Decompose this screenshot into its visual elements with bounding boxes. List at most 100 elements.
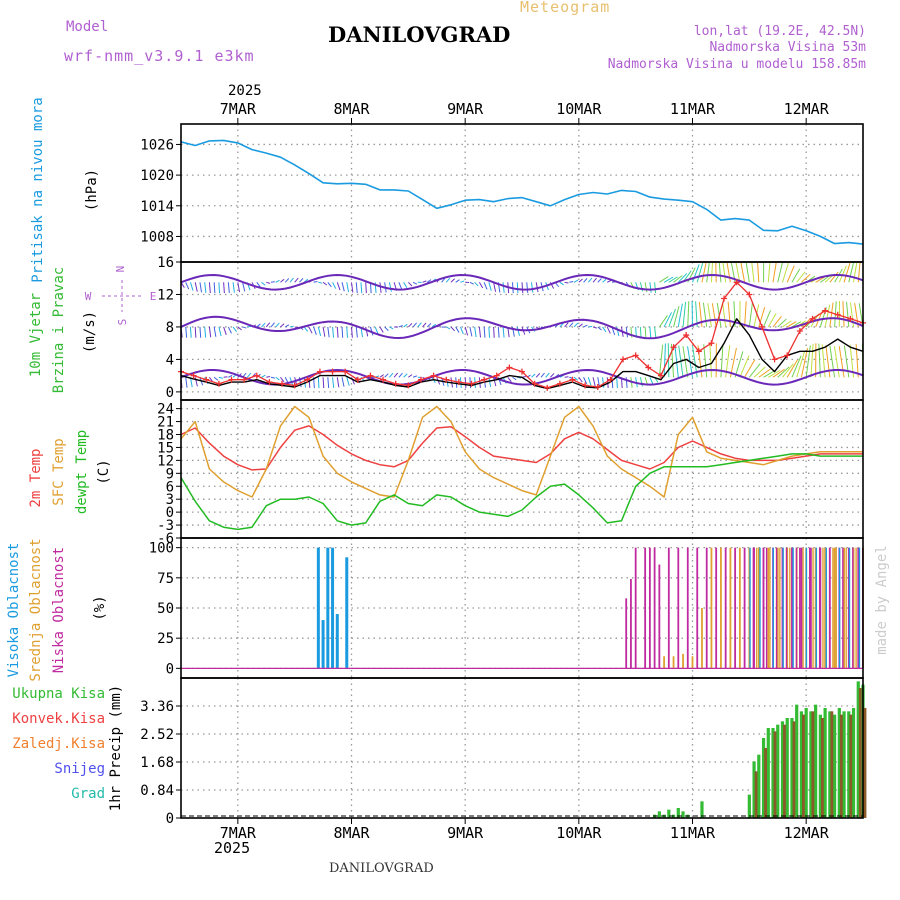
wind-vector [247, 325, 252, 328]
precip-conv-bar [773, 731, 777, 818]
precip-total-bar [667, 809, 671, 818]
wind-vector [842, 301, 845, 327]
time-label-bottom: 11MAR [670, 824, 716, 842]
wind-vector [265, 322, 271, 328]
wind-vector [592, 326, 598, 329]
wind-vector [189, 282, 194, 291]
cloud-bar [845, 547, 847, 669]
wind-vector [707, 303, 712, 328]
pressure-unit: (hPa) [84, 169, 100, 211]
y-tick-label: 12 [157, 453, 174, 469]
wind-vector [516, 326, 521, 336]
wind-vector [422, 322, 427, 328]
panel-frame-temperature [180, 399, 864, 539]
wind-max-marker [695, 348, 702, 355]
wind-vector [384, 326, 389, 331]
cloud-bar [752, 547, 755, 669]
wind-vector [782, 262, 789, 283]
wind-vector [346, 282, 350, 293]
wind-max-marker [367, 372, 374, 379]
cloud-bar [762, 547, 764, 669]
wind-vector [758, 307, 766, 328]
wind-vector [786, 321, 797, 328]
y-tick-label: 9 [166, 466, 174, 482]
cloud-bar [843, 547, 845, 669]
time-label-top: 11MAR [670, 100, 716, 118]
cloud-bar [682, 653, 684, 669]
wind-vector [767, 262, 771, 283]
wind-vector [748, 302, 753, 328]
cloud-bar [653, 547, 656, 669]
cloud-bar [779, 547, 781, 669]
y-tick-label: 100 [149, 541, 174, 557]
time-label-top: 7MAR [220, 100, 257, 118]
wind-vector [829, 345, 836, 378]
wind-vector [483, 326, 486, 338]
wind-vector [208, 282, 211, 294]
wind-vector [843, 262, 851, 283]
y-tick-label: 16 [157, 255, 174, 271]
cloud-bar [677, 547, 680, 669]
y-tick-label: 1026 [140, 137, 174, 153]
cloud-bar [667, 547, 670, 669]
wind-vector [727, 301, 731, 327]
precip-legend-2: Zaledj.Kisa [12, 736, 105, 752]
wind-max-marker [620, 356, 627, 363]
wind-vector [772, 262, 777, 283]
cloud-bar [772, 547, 774, 669]
time-label-bottom: 7MAR [220, 824, 257, 842]
y-tick-label: 0 [166, 811, 174, 827]
wind-vector [275, 279, 280, 283]
wind-row-line [180, 273, 864, 291]
wind-vector [801, 273, 811, 283]
precip-total-bar [766, 728, 770, 818]
y-tick-label: -6 [157, 531, 174, 547]
cloud-bar [738, 547, 741, 669]
wind-vector [284, 324, 290, 328]
wind-vector [469, 326, 473, 337]
wind-max-marker [190, 372, 197, 379]
compass-w: W [85, 290, 92, 303]
wind-vector [748, 363, 761, 378]
wind-vector [597, 278, 602, 283]
wind-vector [734, 351, 744, 378]
wind-vector [550, 373, 555, 378]
y-tick-label: 0 [166, 661, 174, 677]
wind-vector [848, 262, 854, 283]
altitude-text: Nadmorska Visina 53m [709, 40, 866, 55]
wind-max-marker [443, 376, 450, 383]
wind-vector [573, 279, 579, 283]
cloud-bar [765, 547, 768, 669]
wind-max-marker [493, 372, 500, 379]
cloud-bar [855, 547, 857, 669]
precip-conv-bar [783, 724, 786, 818]
wind-vector [564, 322, 569, 328]
wind-vector [379, 374, 384, 378]
wind-vector [327, 377, 330, 389]
wind-vector [474, 281, 479, 287]
cloud-bar [792, 547, 794, 669]
wind-vector [327, 281, 332, 288]
cloud-bar [800, 547, 803, 669]
cloud-bar [672, 656, 675, 669]
wind-ylabel-1: 10m Vjetar [28, 293, 44, 377]
wind-max-marker [544, 384, 551, 391]
wind-vector [223, 376, 228, 378]
wind-vector [336, 377, 340, 388]
wind-vector [194, 282, 198, 292]
wind-vector [540, 372, 545, 378]
cloud-bar [743, 547, 746, 669]
watermark: made by Angel [874, 545, 890, 655]
wind-max-marker [468, 380, 475, 387]
wind-vector [403, 282, 408, 289]
y-tick-label: 18 [157, 428, 174, 444]
cloud-unit: (%) [92, 595, 108, 620]
wind-vector [569, 280, 574, 283]
precip-total-bar [795, 704, 799, 818]
wind-max-marker [203, 376, 210, 383]
wind-vector [332, 282, 337, 289]
cloud-bar [809, 547, 811, 669]
wind-max-marker [481, 376, 488, 383]
time-label-top: 10MAR [556, 100, 602, 118]
